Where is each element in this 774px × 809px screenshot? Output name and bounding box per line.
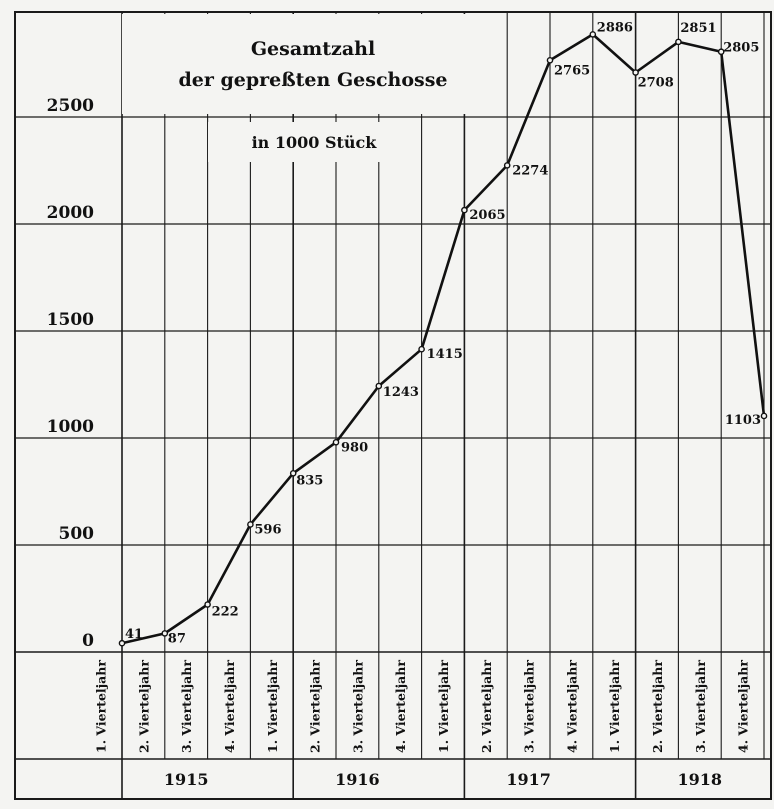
data-label: 2765 — [554, 63, 590, 78]
data-label: 87 — [168, 631, 186, 646]
y-tick-label: 1500 — [47, 310, 94, 330]
year-label: 1915 — [164, 770, 209, 789]
data-label: 980 — [341, 440, 368, 455]
x-tick-label: 2. Vierteljahr — [650, 660, 665, 753]
series-line-group — [121, 33, 766, 645]
data-label: 41 — [125, 627, 143, 642]
x-tick-label: 4. Vierteljahr — [736, 660, 751, 753]
data-label: 2708 — [638, 75, 674, 90]
data-point — [118, 639, 126, 647]
x-tick-label: 4. Vierteljahr — [564, 660, 579, 753]
title-block: Gesamtzahl der gepreßten Geschosse in 10… — [122, 14, 502, 162]
year-label: 1917 — [506, 770, 551, 789]
x-tick-label: 4. Vierteljahr — [222, 660, 237, 753]
x-tick-label: 4. Vierteljahr — [393, 660, 408, 753]
data-point — [461, 206, 468, 214]
x-tick-label: 3. Vierteljahr — [693, 660, 708, 753]
data-label: 2805 — [723, 41, 759, 56]
y-axis-ticks: 0 500 1000 1500 2000 2500 — [47, 96, 94, 651]
data-point — [289, 470, 297, 477]
y-tick-label: 2000 — [47, 203, 94, 223]
data-point — [247, 521, 254, 528]
title-mask — [122, 14, 502, 114]
x-tick-label: 3. Vierteljahr — [179, 660, 194, 753]
y-tick-label: 2500 — [47, 96, 94, 116]
data-point — [717, 48, 725, 56]
data-label: 1103 — [725, 413, 761, 428]
data-label: 2851 — [680, 21, 716, 36]
year-label: 1918 — [678, 770, 723, 789]
chart-subtitle: in 1000 Stück — [252, 133, 378, 152]
x-tick-label: 3. Vierteljahr — [350, 660, 365, 753]
data-label: 596 — [254, 522, 281, 537]
x-tick-label: 2. Vierteljahr — [308, 660, 323, 753]
data-label: 835 — [296, 473, 323, 488]
x-tick-label: 1. Vierteljahr — [607, 660, 622, 753]
data-labels: 41 87 222 596 835 980 1243 1415 2065 2274 2765 2886… — [125, 20, 761, 646]
y-tick-label: 1000 — [47, 417, 94, 437]
chart-title: Gesamtzahl — [251, 38, 375, 60]
x-tick-label: 2. Vierteljahr — [136, 660, 151, 753]
x-tick-label: 1. Vierteljahr — [265, 660, 280, 753]
year-label: 1916 — [335, 770, 380, 789]
data-point — [375, 382, 383, 390]
data-point — [204, 601, 211, 608]
data-point — [332, 438, 340, 446]
data-label: 2274 — [512, 163, 548, 178]
data-label: 222 — [212, 604, 239, 619]
chart-frame — [14, 11, 772, 800]
data-point — [503, 162, 511, 169]
data-label: 2065 — [469, 208, 505, 223]
x-tick-label: 1. Vierteljahr — [436, 660, 451, 753]
data-point — [161, 630, 169, 637]
x-axis-year-labels: 1915 1916 1917 1918 — [164, 770, 722, 789]
x-axis-quarter-labels: 1. Vierteljahr 2. Vierteljahr 3. Viertelja… — [94, 660, 751, 753]
data-label: 2886 — [597, 20, 633, 35]
x-tick-label: 2. Vierteljahr — [479, 660, 494, 753]
subtitle-mask — [208, 122, 420, 162]
x-tick-label: 3. Vierteljahr — [522, 660, 537, 753]
data-point — [589, 31, 597, 38]
data-point — [675, 38, 682, 46]
data-point — [418, 345, 425, 353]
y-tick-label: 500 — [59, 524, 95, 544]
data-points — [118, 31, 768, 647]
data-point — [546, 56, 554, 64]
series-line — [121, 33, 766, 645]
data-point — [760, 412, 768, 420]
data-label: 1415 — [427, 347, 463, 362]
data-label: 1243 — [383, 385, 419, 400]
x-tick-label: 1. Vierteljahr — [94, 660, 109, 753]
chart-title-line2: der gepreßten Geschosse — [178, 69, 447, 91]
data-point — [632, 69, 639, 76]
y-tick-label: 0 — [82, 631, 94, 651]
